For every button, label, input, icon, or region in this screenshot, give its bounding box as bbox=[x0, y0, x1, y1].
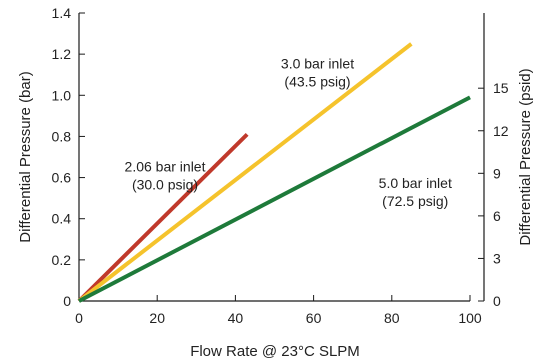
y-axis-title: Differential Pressure (bar) bbox=[17, 71, 34, 242]
x-tick-label: 20 bbox=[149, 310, 165, 326]
y-ticks: 0 0.2 0.4 0.6 0.8 1.0 1.2 1.4 bbox=[52, 5, 85, 309]
x-ticks: 0 20 40 60 80 100 bbox=[75, 295, 482, 326]
series-line-3 bbox=[78, 95, 471, 303]
x-tick-label: 60 bbox=[306, 310, 322, 326]
y2-tick-label: 3 bbox=[493, 250, 501, 266]
x-tick-label: 80 bbox=[384, 310, 400, 326]
series-lines bbox=[77, 42, 471, 303]
y-tick-label: 1.4 bbox=[52, 5, 72, 21]
y2-tick-label: 6 bbox=[493, 208, 501, 224]
y-tick-label: 0.8 bbox=[52, 128, 72, 144]
y2-tick-label: 12 bbox=[493, 123, 509, 139]
series-label-3: 5.0 bar inlet (72.5 psig) bbox=[379, 175, 452, 209]
y-tick-label: 0.4 bbox=[52, 211, 72, 227]
series-annotations: 2.06 bar inlet (30.0 psig) 3.0 bar inlet (4… bbox=[125, 56, 452, 209]
y2-axis-title: Differential Pressure (psid) bbox=[517, 68, 534, 245]
y-tick-label: 0.2 bbox=[52, 252, 72, 268]
x-tick-label: 40 bbox=[228, 310, 244, 326]
y-tick-label: 0 bbox=[63, 293, 71, 309]
series-label-1: 2.06 bar inlet (30.0 psig) bbox=[125, 158, 206, 192]
y-tick-label: 0.6 bbox=[52, 170, 72, 186]
x-tick-label: 0 bbox=[75, 310, 83, 326]
x-axis-title: Flow Rate @ 23°C SLPM bbox=[190, 343, 360, 360]
y-tick-label: 1.0 bbox=[52, 87, 72, 103]
y-tick-label: 1.2 bbox=[52, 46, 72, 62]
x-tick-label: 100 bbox=[458, 310, 482, 326]
series-line-2 bbox=[77, 42, 413, 303]
series-label-2: 3.0 bar inlet (43.5 psig) bbox=[281, 56, 354, 90]
axes bbox=[78, 13, 485, 302]
y2-tick-label: 9 bbox=[493, 165, 501, 181]
y2-tick-label: 0 bbox=[493, 293, 501, 309]
y2-tick-label: 15 bbox=[493, 80, 509, 96]
y2-ticks: 0 3 6 9 12 15 bbox=[478, 80, 509, 309]
series-line-1 bbox=[77, 132, 249, 303]
